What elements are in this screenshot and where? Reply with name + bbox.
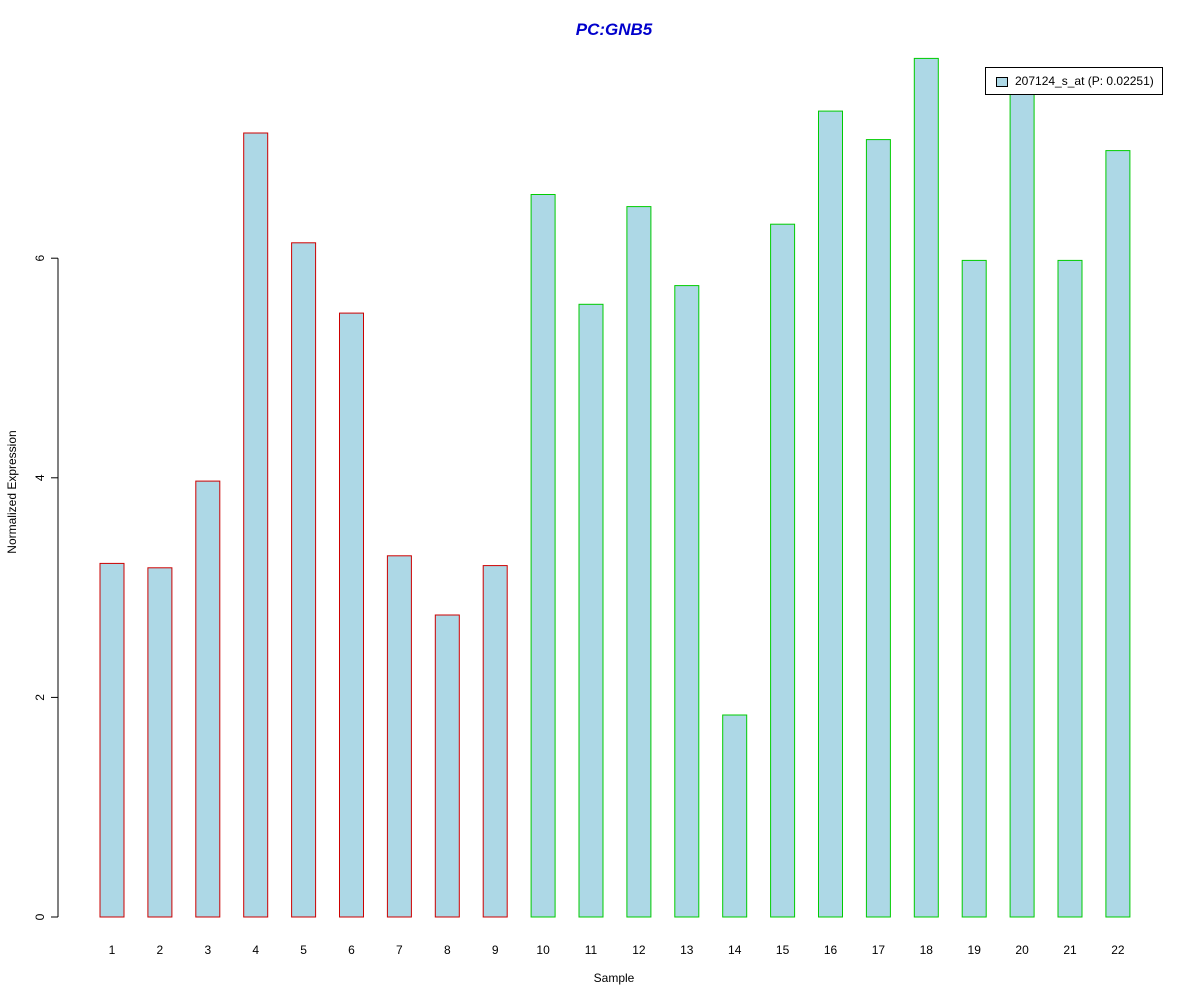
bar-sample-20 <box>1009 82 1035 918</box>
x-axis-label: Sample <box>593 971 635 985</box>
x-tick-label: 14 <box>728 943 742 957</box>
x-tick-label: 19 <box>968 943 982 957</box>
chart-title: PC:GNB5 <box>575 20 653 39</box>
x-tick-label: 3 <box>204 943 211 957</box>
bar-sample-7 <box>386 555 412 918</box>
bar-sample-4 <box>243 132 269 918</box>
x-tick-label: 22 <box>1111 943 1125 957</box>
x-tick-label: 7 <box>396 943 403 957</box>
bar-sample-11 <box>578 303 604 918</box>
x-tick-label: 10 <box>536 943 550 957</box>
x-tick-label: 17 <box>872 943 886 957</box>
bar-sample-1 <box>99 562 125 918</box>
bar-sample-2 <box>147 567 173 918</box>
bar-sample-14 <box>722 714 748 918</box>
x-tick-label: 11 <box>585 943 598 957</box>
x-tick-label: 5 <box>300 943 307 957</box>
bar-sample-18 <box>913 57 939 918</box>
y-axis: 0 2 4 6 <box>33 255 59 920</box>
bar-sample-21 <box>1057 259 1083 918</box>
bar-sample-8 <box>434 614 460 918</box>
x-tick-label: 6 <box>348 943 355 957</box>
bar-sample-3 <box>195 480 221 918</box>
bar-sample-17 <box>865 139 891 918</box>
y-tick-label: 0 <box>33 913 47 920</box>
bars-group <box>99 57 1131 918</box>
bar-sample-10 <box>530 194 556 918</box>
x-tick-label: 21 <box>1063 943 1077 957</box>
x-tick-label: 2 <box>157 943 164 957</box>
x-tick-label: 4 <box>252 943 259 957</box>
x-tick-label: 1 <box>109 943 116 957</box>
legend-swatch <box>996 77 1008 87</box>
y-axis-label: Normalized Expression <box>5 430 19 554</box>
bar-sample-16 <box>818 110 843 918</box>
bar-sample-19 <box>961 259 987 918</box>
legend: 207124_s_at (P: 0.02251) <box>985 67 1163 95</box>
y-tick-label: 6 <box>33 255 47 262</box>
x-tick-label: 9 <box>492 943 499 957</box>
x-tick-label: 15 <box>776 943 790 957</box>
y-tick-label: 4 <box>33 474 47 481</box>
x-tick-labels: 1 2 3 4 5 6 7 8 9 10 11 12 13 14 15 16 17 18 19 20 21 22 <box>109 943 1125 957</box>
x-tick-label: 16 <box>824 943 838 957</box>
bar-sample-15 <box>770 223 796 918</box>
y-tick-label: 2 <box>33 694 47 701</box>
x-tick-label: 8 <box>444 943 451 957</box>
legend-label: 207124_s_at (P: 0.02251) <box>1015 74 1154 88</box>
bar-sample-6 <box>339 312 364 918</box>
bar-sample-12 <box>626 206 652 918</box>
bar-sample-9 <box>482 565 508 918</box>
x-tick-label: 18 <box>920 943 934 957</box>
x-tick-label: 13 <box>680 943 694 957</box>
bar-sample-5 <box>291 242 317 918</box>
x-tick-label: 20 <box>1015 943 1029 957</box>
x-tick-label: 12 <box>632 943 646 957</box>
bar-sample-22 <box>1105 150 1131 918</box>
bar-sample-13 <box>674 285 700 918</box>
